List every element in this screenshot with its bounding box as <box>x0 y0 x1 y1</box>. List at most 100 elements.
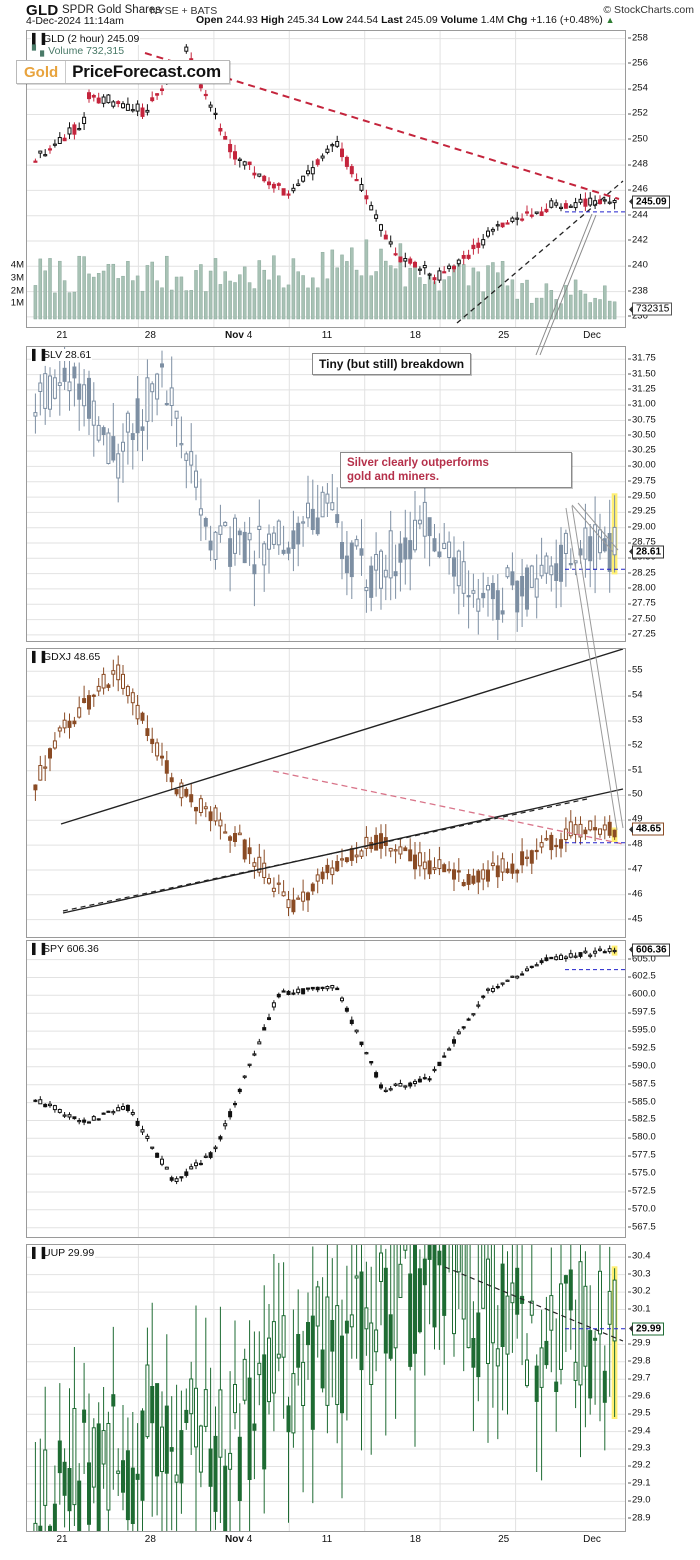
y-tick: 242 <box>628 234 648 246</box>
x-axis-gld: 21 28 Nov 4 11 18 25 Dec <box>26 330 626 346</box>
y-tick: 30.50 <box>628 429 656 441</box>
chart-header: GLD SPDR Gold Shares NYSE + BATS © Stock… <box>0 0 700 27</box>
price-tag-spy: 606.36 <box>629 943 670 957</box>
x-tick: 28 <box>144 330 156 341</box>
y-tick: 250 <box>628 133 648 145</box>
high-label: High <box>260 14 285 26</box>
company-name: SPDR Gold Shares <box>62 4 162 16</box>
plot-area-spy <box>27 941 625 1237</box>
y-tick: 30.3 <box>628 1268 651 1280</box>
panel-label-gdxj: ▌▐GDXJ 48.65 <box>31 651 102 663</box>
y-tick: 605.0 <box>628 953 656 965</box>
x-tick: Nov 4 <box>225 330 253 341</box>
x-tick: 21 <box>56 330 68 341</box>
volume-bars-icon: ▘▖ <box>32 45 49 57</box>
panel-label-slv: ▌▐SLV 28.61 <box>31 349 93 361</box>
x-tick: 25 <box>498 1534 510 1545</box>
y-tick: 28.75 <box>628 536 656 548</box>
volume-label: Volume <box>440 14 478 26</box>
plot-area-uup <box>27 1245 625 1531</box>
candlestick-canvas-spy <box>27 941 625 1237</box>
y-tick: 47 <box>628 863 643 875</box>
y-tick: 31.50 <box>628 368 656 380</box>
volume-axis-gld: 4M 3M 2M 1M <box>0 30 24 328</box>
y-tick: 28.00 <box>628 582 656 594</box>
y-tick: 252 <box>628 107 648 119</box>
volume-tick: 2M <box>10 285 24 297</box>
plot-area-gdxj <box>27 649 625 937</box>
y-tick: 46 <box>628 888 643 900</box>
chg-up-arrow-icon: ▲ <box>605 15 615 25</box>
panel-uup: ▌▐UUP 29.99 <box>26 1244 626 1532</box>
quote-datetime: 4-Dec-2024 11:14am <box>26 15 124 27</box>
y-tick: 27.75 <box>628 597 656 609</box>
price-tag-gld: 245.09 <box>629 195 670 209</box>
volume-value: 1.4M <box>480 14 505 26</box>
volume-tick: 1M <box>10 297 24 309</box>
y-tick: 29.9 <box>628 1337 651 1349</box>
y-tick: 27.25 <box>628 628 656 640</box>
logo-word-gold: Gold <box>24 63 59 81</box>
volume-tag-gld: 732315 <box>628 302 673 316</box>
y-tick: 236 <box>628 310 648 322</box>
y-tick: 29.3 <box>628 1442 651 1454</box>
volume-label-gld: ▘▖Volume 732,315 <box>31 45 126 57</box>
y-tick: 49 <box>628 813 643 825</box>
x-axis-uup: 21 28 Nov 4 11 18 25 Dec <box>26 1534 626 1550</box>
y-tick: 29.4 <box>628 1425 651 1437</box>
plot-area-gld <box>27 31 625 327</box>
annotation-breakdown: Tiny (but still) breakdown <box>312 353 472 375</box>
y-tick: 240 <box>628 259 648 271</box>
chg-label: Chg <box>506 14 528 26</box>
y-tick: 572.5 <box>628 1185 656 1197</box>
last-label: Last <box>381 14 403 26</box>
y-tick: 30.25 <box>628 444 656 456</box>
ticker-symbol: GLD <box>26 2 59 19</box>
panel-label-uup: ▌▐UUP 29.99 <box>31 1247 96 1259</box>
price-tag-uup: 29.99 <box>628 1322 665 1336</box>
candlestick-icon: ▌▐ <box>32 34 45 45</box>
y-tick: 29.00 <box>628 521 656 533</box>
x-tick: 25 <box>498 330 510 341</box>
y-tick: 29.8 <box>628 1355 651 1367</box>
y-tick: 28.25 <box>628 567 656 579</box>
y-tick: 53 <box>628 714 643 726</box>
quote-bar: Open 244.93 High 245.34 Low 244.54 Last … <box>196 14 615 26</box>
y-tick: 256 <box>628 57 648 69</box>
candlestick-icon: ▌▐ <box>32 944 45 955</box>
y-tick: 29.2 <box>628 1459 651 1471</box>
y-tick: 48 <box>628 838 643 850</box>
panel-label-gld: ▌▐GLD (2 hour) 245.09 <box>31 33 141 45</box>
site-logo: Gold PriceForecast.com <box>16 60 230 84</box>
y-tick: 30.4 <box>628 1250 651 1262</box>
y-tick: 258 <box>628 32 648 44</box>
y-tick: 590.0 <box>628 1060 656 1072</box>
y-tick: 244 <box>628 209 648 221</box>
x-tick: 18 <box>409 1534 421 1545</box>
y-tick: 29.0 <box>628 1494 651 1506</box>
y-tick: 582.5 <box>628 1113 656 1125</box>
annotation-silver-outperforms: Silver clearly outperforms gold and mine… <box>340 452 572 488</box>
y-tick: 29.50 <box>628 490 656 502</box>
price-tag-slv: 28.61 <box>628 545 665 559</box>
y-tick: 30.1 <box>628 1303 651 1315</box>
panel-gdxj: ▌▐GDXJ 48.65 <box>26 648 626 938</box>
y-tick: 577.5 <box>628 1149 656 1161</box>
y-tick: 580.0 <box>628 1131 656 1143</box>
logo-word-priceforecast: PriceForecast.com <box>65 61 229 83</box>
y-tick: 238 <box>628 285 648 297</box>
x-tick: Nov 4 <box>225 1534 253 1545</box>
y-tick: 254 <box>628 82 648 94</box>
x-tick: 28 <box>144 1534 156 1545</box>
y-tick: 28.9 <box>628 1512 651 1524</box>
high-value: 245.34 <box>287 14 320 26</box>
exchange-label: NYSE + BATS <box>150 5 218 17</box>
y-tick: 602.5 <box>628 970 656 982</box>
y-tick: 246 <box>628 183 648 195</box>
panel-spy: ▌▐SPY 606.36 <box>26 940 626 1238</box>
chg-value: +1.16 (+0.48%) <box>530 14 603 26</box>
volume-tick: 4M <box>10 259 24 271</box>
price-tag-gdxj: 48.65 <box>628 822 665 836</box>
y-tick: 27.50 <box>628 613 656 625</box>
